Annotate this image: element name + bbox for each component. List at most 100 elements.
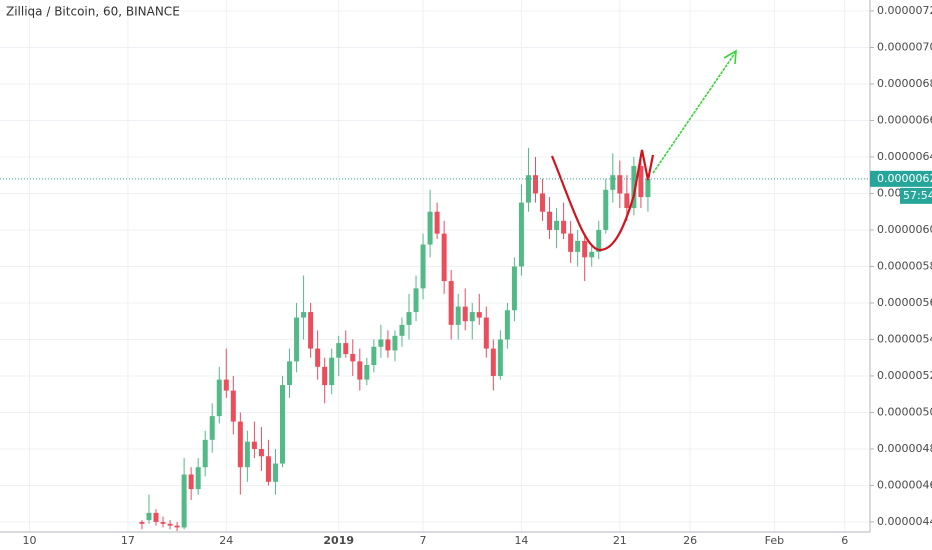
candle-body xyxy=(237,421,243,468)
candle-body xyxy=(413,288,419,313)
candle-body xyxy=(153,512,159,522)
y-tick-label: 0.00000540 xyxy=(877,332,932,345)
candle-body xyxy=(617,175,623,194)
candle-body xyxy=(308,312,314,349)
x-tick-label: 7 xyxy=(420,534,427,547)
candle-body xyxy=(568,233,574,252)
candle-body xyxy=(441,233,447,282)
chart-title: Zilliqa / Bitcoin, 60, BINANCE xyxy=(6,5,180,19)
candle-body xyxy=(547,211,553,230)
candle-body xyxy=(434,211,440,234)
candle-body xyxy=(294,317,300,362)
candle-body xyxy=(181,474,187,528)
candle-body xyxy=(497,339,503,376)
candle-body xyxy=(139,521,145,524)
countdown-label: 57:54 xyxy=(903,189,932,202)
last-price-label: 0.00000628 xyxy=(877,172,932,185)
candle-body xyxy=(392,335,398,351)
candle-body xyxy=(378,339,384,347)
candle-body xyxy=(265,456,271,482)
candle-body xyxy=(610,175,616,190)
candle-body xyxy=(490,348,496,376)
candle-body xyxy=(336,343,342,358)
candle-body xyxy=(329,357,335,386)
candle-body xyxy=(511,266,517,311)
y-tick-label: 0.00000640 xyxy=(877,150,932,163)
x-tick-label: Feb xyxy=(765,534,784,547)
y-tick-label: 0.00000460 xyxy=(877,478,932,491)
candles xyxy=(139,147,651,532)
candle-body xyxy=(540,193,546,212)
candle-body xyxy=(350,354,356,362)
candle-body xyxy=(357,361,363,380)
candle-body xyxy=(195,467,201,490)
candle-body xyxy=(504,310,510,340)
x-tick-label: 10 xyxy=(23,534,37,547)
arrow-drawing xyxy=(652,52,736,174)
candle-body xyxy=(631,166,637,209)
candle-body xyxy=(230,390,236,422)
candle-body xyxy=(272,463,278,482)
candle-body xyxy=(420,244,426,289)
candle-body xyxy=(476,312,482,318)
candle-body xyxy=(582,240,588,258)
countdown-box xyxy=(900,187,932,204)
y-tick-label: 0.00000480 xyxy=(877,442,932,455)
candle-body xyxy=(427,211,433,245)
candle-body xyxy=(596,229,602,252)
x-tick-label: 2019 xyxy=(323,534,354,547)
candle-body xyxy=(301,312,307,318)
candle-body xyxy=(322,366,328,386)
x-tick-label: 26 xyxy=(683,534,697,547)
y-tick-label: 0.00000660 xyxy=(877,113,932,126)
candle-body xyxy=(483,317,489,349)
candle-body xyxy=(371,346,377,366)
candle-body xyxy=(399,324,405,336)
y-tick-label: 0.00000580 xyxy=(877,259,932,272)
candle-body xyxy=(406,312,412,325)
cup-drawing xyxy=(550,149,655,252)
x-tick-label: 24 xyxy=(219,534,233,547)
candle-body xyxy=(202,439,208,468)
x-tick-label: 17 xyxy=(121,534,135,547)
candle-body xyxy=(146,512,152,521)
candle-body xyxy=(525,175,531,203)
candle-body xyxy=(385,339,391,351)
candle-body xyxy=(343,343,349,355)
candle-body xyxy=(469,312,475,322)
candle-body xyxy=(174,525,180,528)
grid xyxy=(0,0,870,532)
candle-body xyxy=(589,251,595,258)
candle-body xyxy=(462,306,468,322)
candle-body xyxy=(638,166,644,198)
x-tick-label: 21 xyxy=(613,534,627,547)
axes: 0.00000440 0.00000460 0.00000480 0.00000500… xyxy=(0,4,932,547)
y-tick-label: 0.00000440 xyxy=(877,515,932,528)
y-tick-label: 0.00000700 xyxy=(877,40,932,53)
x-tick-label: 6 xyxy=(841,534,848,547)
candle-body xyxy=(167,523,173,526)
candle-body xyxy=(244,441,250,468)
candle-body xyxy=(561,220,567,234)
candle-body xyxy=(287,361,293,386)
candle-body xyxy=(216,379,222,417)
x-tick-label: 14 xyxy=(514,534,528,547)
candle-body xyxy=(315,348,321,367)
candle-body xyxy=(160,521,166,524)
candle-body xyxy=(554,220,560,230)
candle-body xyxy=(603,189,609,230)
candle-body xyxy=(575,240,581,252)
arrow-head xyxy=(723,49,737,65)
candle-body xyxy=(223,379,229,391)
candle-body xyxy=(251,441,257,449)
candle-body xyxy=(624,193,630,209)
candle-body xyxy=(258,448,264,457)
candle-body xyxy=(280,385,286,464)
y-tick-label: 0.00000560 xyxy=(877,296,932,309)
candle-body xyxy=(209,416,215,440)
y-tick-label: 0.00000680 xyxy=(877,77,932,90)
y-tick-label: 0.00000500 xyxy=(877,405,932,418)
candle-body xyxy=(532,175,538,194)
candle-body xyxy=(518,202,524,267)
